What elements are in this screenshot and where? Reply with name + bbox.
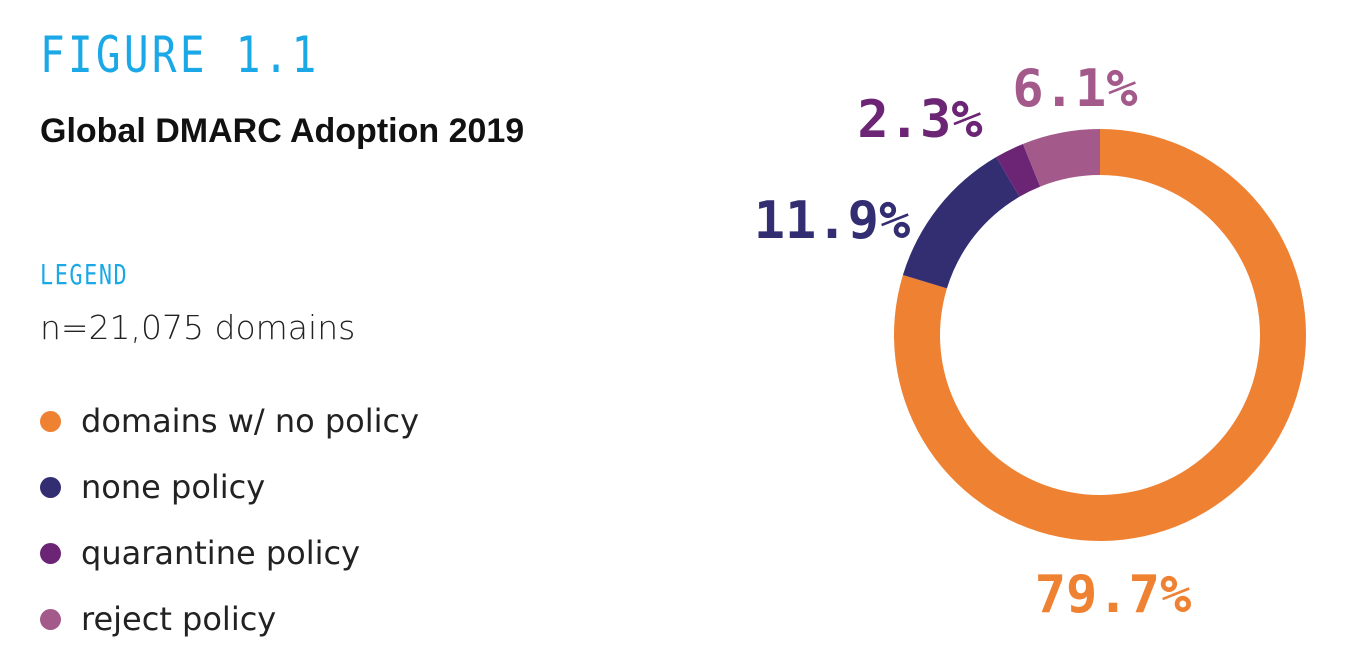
slice-reject-policy	[1022, 129, 1100, 187]
legend-label: reject policy	[81, 600, 277, 638]
legend-dot	[40, 476, 61, 498]
legend-dot	[40, 410, 61, 432]
legend-dot	[40, 608, 61, 630]
legend: domains w/ no policy none policy quarant…	[40, 388, 419, 652]
figure-label: FIGURE 1.1	[40, 26, 320, 84]
chart-title: Global DMARC Adoption 2019	[40, 112, 525, 150]
data-label-no-policy: 79.7%	[1035, 565, 1192, 625]
legend-item-none-policy: none policy	[40, 454, 419, 520]
legend-note: n=21,075 domains	[40, 308, 356, 347]
data-label-reject-policy: 6.1%	[1012, 59, 1137, 119]
legend-item-reject-policy: reject policy	[40, 586, 419, 652]
data-label-quarantine-policy: 2.3%	[857, 90, 982, 150]
legend-heading: LEGEND	[40, 258, 129, 291]
data-label-none-policy: 11.9%	[754, 191, 911, 251]
legend-item-no-policy: domains w/ no policy	[40, 388, 419, 454]
slice-none-policy	[902, 157, 1020, 289]
legend-label: quarantine policy	[81, 534, 361, 572]
legend-label: none policy	[81, 468, 266, 506]
legend-dot	[40, 542, 61, 564]
legend-item-quarantine-policy: quarantine policy	[40, 520, 419, 586]
legend-label: domains w/ no policy	[81, 402, 420, 440]
slice-quarantine-policy	[996, 143, 1041, 197]
